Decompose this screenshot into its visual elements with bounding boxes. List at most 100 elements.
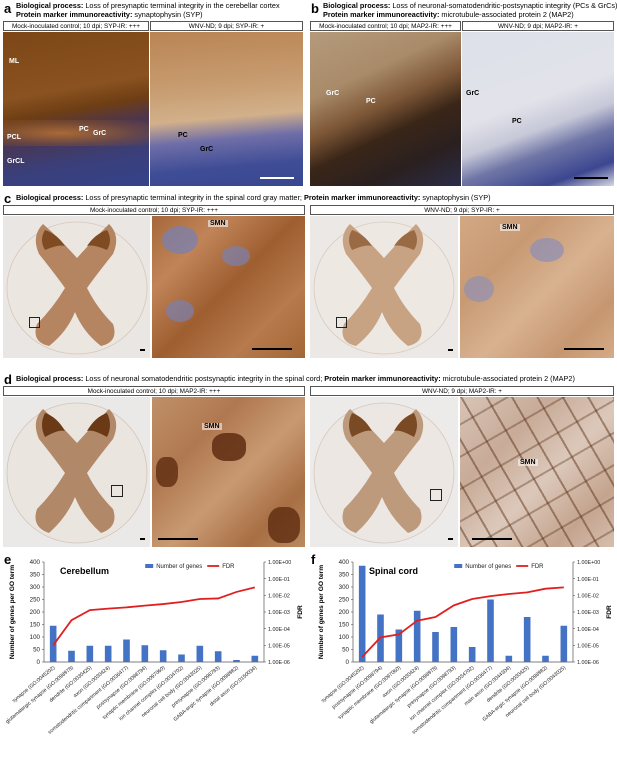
label-grc: GrC <box>200 146 214 153</box>
chart-cerebellum: 0 50 100 150 200 250 300 350 400 1.00E-06 1.00E-05… <box>5 559 304 735</box>
label-smn: SMN <box>208 220 228 227</box>
panel-c-caption: Biological process: Loss of presynaptic … <box>16 193 491 202</box>
y2-tick-label: 1.00E-05 <box>268 644 290 650</box>
bar <box>233 660 240 662</box>
legend-swatch-genes <box>454 564 463 568</box>
panel-a-left-header: Mock-inoculated control; 10 dpi; SYP-IR:… <box>3 21 149 31</box>
scale-bar <box>140 349 145 351</box>
y2-tick-label: 1.00E-01 <box>577 577 599 583</box>
y2-tick-label: 1.00E-04 <box>268 627 290 633</box>
y-tick-label: 50 <box>342 647 349 654</box>
scale-bar <box>140 538 145 540</box>
y-tick-label: 300 <box>339 584 350 591</box>
bar <box>560 625 568 662</box>
label-smn: SMN <box>518 459 538 466</box>
spinal-cord-section <box>6 221 148 355</box>
panel-d-left-header: Mock-inoculated control; 10 dpi; MAP2-IR… <box>3 386 305 396</box>
y-tick-label: 250 <box>30 597 41 604</box>
bar <box>450 627 458 662</box>
y2-axis-label: FDR <box>606 605 613 619</box>
bar <box>178 654 185 662</box>
inset-marker-box <box>336 317 347 328</box>
panel-b-right-micrograph: GrC PC <box>462 32 614 186</box>
scale-bar <box>564 348 604 350</box>
scale-bar <box>158 538 198 540</box>
panel-c-left-overview <box>3 216 150 358</box>
panel-a-caption-line1: Biological process: Loss of presynaptic … <box>16 1 280 10</box>
panel-d-left-inset: SMN <box>152 397 305 547</box>
label-grc: GrC <box>466 90 480 97</box>
spinal-cord-section <box>6 402 148 544</box>
panel-d-right-overview <box>310 397 458 547</box>
y-tick-label: 100 <box>339 634 350 641</box>
scale-bar <box>252 348 292 350</box>
panel-d-caption: Biological process: Loss of neuronal som… <box>16 374 575 383</box>
y-tick-label: 0 <box>346 659 350 666</box>
label-grc: GrC <box>93 130 107 137</box>
bar <box>413 610 421 662</box>
panel-a-label: a <box>4 1 12 16</box>
bar <box>196 645 204 662</box>
panel-d-label: d <box>4 372 12 387</box>
bar <box>358 565 366 662</box>
bar <box>123 639 130 662</box>
y-tick-label: 50 <box>33 647 40 654</box>
bar <box>141 645 149 662</box>
scale-bar <box>574 177 608 179</box>
bar <box>505 655 513 662</box>
scale-bar <box>260 177 294 179</box>
bar <box>104 645 112 662</box>
panel-c-right-overview <box>310 216 458 358</box>
label-smn: SMN <box>500 224 520 231</box>
fdr-line <box>52 586 256 646</box>
y2-tick-label: 1.00E-06 <box>268 660 290 666</box>
y2-tick-label: 1.00E-02 <box>268 594 290 600</box>
inset-marker-box <box>29 317 40 328</box>
scale-bar <box>448 538 453 540</box>
y-tick-label: 150 <box>339 622 350 629</box>
legend-label-fdr: FDR <box>531 564 544 570</box>
y2-tick-label: 1.00E-03 <box>268 610 290 616</box>
panel-c-left-inset: SMN <box>152 216 305 358</box>
scale-bar <box>472 538 512 540</box>
label-pc: PC <box>366 98 376 105</box>
panel-d-right-header: WNV-ND; 9 dpi; MAP2-IR: + <box>310 386 614 396</box>
scale-bar <box>448 349 453 351</box>
y2-tick-label: 1.00E-01 <box>268 577 290 583</box>
label-grcl: GrCL <box>7 158 25 165</box>
label-smn: SMN <box>202 423 222 430</box>
y2-tick-label: 1.00E-06 <box>577 660 599 666</box>
y-tick-label: 400 <box>339 559 350 566</box>
panel-a-right-header: WNV-ND; 9 dpi; SYP-IR: + <box>150 21 303 31</box>
panel-f-label: f <box>311 552 316 567</box>
y2-tick-label: 1.00E-04 <box>577 627 599 633</box>
label-pc: PC <box>79 126 89 133</box>
y-tick-label: 100 <box>30 634 41 641</box>
fdr-line <box>361 586 564 658</box>
label-pc: PC <box>512 118 522 125</box>
bar <box>487 599 494 662</box>
legend-label-genes: Number of genes <box>156 564 202 570</box>
bar <box>395 629 403 662</box>
y-tick-label: 200 <box>339 609 350 616</box>
panel-c-label: c <box>4 191 12 206</box>
panel-e-label: e <box>4 552 12 567</box>
y-axis-label: Number of genes per GO term <box>318 565 325 659</box>
y-tick-label: 150 <box>30 622 41 629</box>
bar <box>468 647 476 662</box>
bar <box>542 655 549 662</box>
spinal-cord-section <box>313 221 455 355</box>
bar <box>86 645 94 662</box>
bar <box>214 651 222 662</box>
panel-b-left-header: Mock-inoculated control; 10 dpi; MAP2-IR… <box>310 21 461 31</box>
legend-label-fdr: FDR <box>222 564 235 570</box>
chart-title: Cerebellum <box>60 566 109 576</box>
y2-tick-label: 1.00E+00 <box>268 560 291 566</box>
panel-b-right-header: WNV-ND; 9 dpi; MAP2-IR: + <box>462 21 614 31</box>
panel-c-right-inset: SMN <box>460 216 614 358</box>
y2-tick-label: 1.00E-05 <box>577 644 599 650</box>
panel-d-left-overview <box>3 397 150 547</box>
bar <box>251 655 259 662</box>
spinal-cord-section <box>313 402 455 544</box>
label-pcl: PCL <box>7 134 21 141</box>
